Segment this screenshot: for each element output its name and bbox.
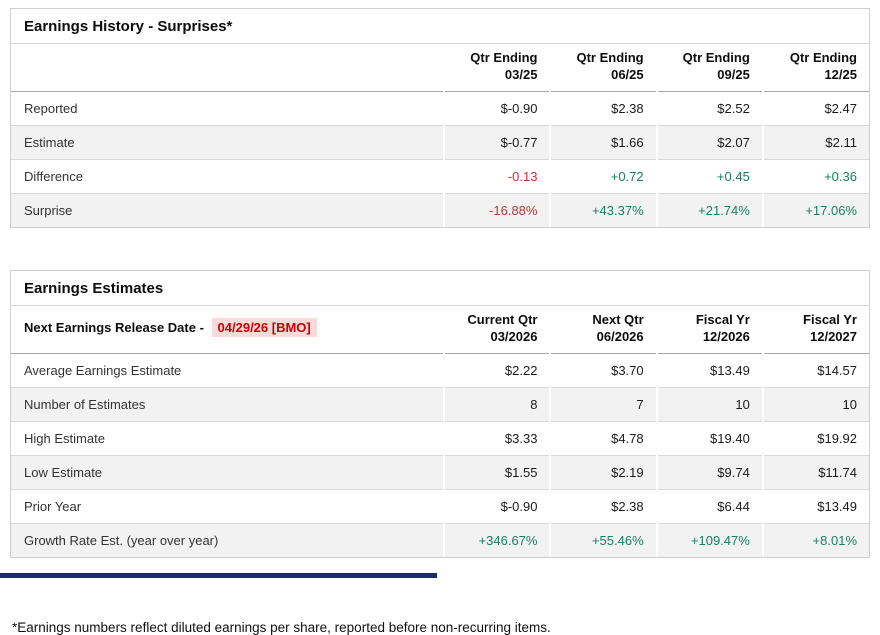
value-cell: $2.47 (761, 91, 869, 126)
release-date-label: Next Earnings Release Date - (24, 320, 204, 336)
table-row-high-estimate: High Estimate $3.33 $4.78 $19.40 $19.92 (11, 420, 869, 456)
column-header-line1: Fiscal Yr (695, 311, 750, 327)
column-header: Next Qtr 06/2026 (549, 305, 657, 354)
earnings-history-section: Earnings History - Surprises* Qtr Ending… (10, 8, 870, 228)
value-cell: $2.38 (549, 91, 657, 126)
table-row-surprise: Surprise -16.88% +43.37% +21.74% +17.06% (11, 192, 869, 227)
value-cell: $-0.90 (443, 91, 551, 126)
column-header-line1: Qtr Ending (682, 50, 750, 65)
value-cell: 10 (655, 386, 763, 422)
value-cell: $19.40 (655, 420, 763, 456)
value-cell: $4.78 (549, 420, 657, 456)
column-header-line1: Qtr Ending (576, 50, 644, 65)
row-label: Average Earnings Estimate (24, 362, 182, 378)
row-label: Estimate (11, 124, 445, 160)
column-header-line1: Qtr Ending (470, 50, 538, 65)
value-cell: +346.67% (443, 522, 551, 557)
value-cell: $-0.77 (443, 124, 551, 160)
value-cell: +21.74% (655, 192, 763, 227)
earnings-history-title: Earnings History - Surprises* (11, 9, 869, 44)
column-header-line2: 03/25 (504, 66, 538, 82)
value-cell: $2.52 (655, 91, 763, 126)
value-cell: +43.37% (549, 192, 657, 227)
column-header: Fiscal Yr 12/2027 (761, 305, 869, 354)
table-row-number-of-estimates: Number of Estimates 8 7 10 10 (11, 386, 869, 422)
value-cell: $2.38 (549, 488, 657, 524)
value-cell: +8.01% (761, 522, 869, 557)
column-header-line1: Next Qtr (592, 311, 644, 327)
value-cell: +55.46% (549, 522, 657, 557)
row-label: Number of Estimates (11, 386, 445, 422)
column-header-line2: 06/2026 (596, 328, 644, 344)
earnings-estimates-header-row: Next Earnings Release Date - 04/29/26 [B… (11, 305, 869, 354)
column-header-line2: 12/2026 (702, 328, 750, 344)
column-header: Qtr Ending 12/25 (761, 44, 869, 92)
column-header: Qtr Ending 03/25 (443, 44, 551, 92)
column-header: Fiscal Yr 12/2026 (655, 305, 763, 354)
value-cell: +0.45 (655, 158, 763, 194)
value-cell: $2.22 (443, 353, 551, 388)
row-label: Growth Rate Est. (year over year) (11, 522, 445, 557)
row-label: Low Estimate (11, 454, 445, 490)
row-label: Difference (11, 158, 445, 194)
value-cell: +109.47% (655, 522, 763, 557)
value-cell: $6.44 (655, 488, 763, 524)
column-header-line1: Fiscal Yr (803, 311, 857, 327)
table-row-difference: Difference -0.13 +0.72 +0.45 +0.36 (11, 158, 869, 194)
value-cell: -0.13 (443, 158, 551, 194)
row-label: Surprise (11, 192, 445, 227)
value-cell: $3.33 (443, 420, 551, 456)
value-cell: $1.66 (549, 124, 657, 160)
column-header-line2: 12/2027 (810, 328, 857, 344)
column-header-line1: Qtr Ending (789, 50, 857, 65)
earnings-history-table: Qtr Ending 03/25 Qtr Ending 06/25 Qtr En… (11, 44, 869, 227)
value-cell: 8 (443, 386, 551, 422)
value-cell: $11.74 (761, 454, 869, 490)
value-cell: $3.70 (549, 353, 657, 388)
value-cell: 10 (761, 386, 869, 422)
table-row-reported: Reported $-0.90 $2.38 $2.52 $2.47 (11, 91, 869, 126)
value-cell: $9.74 (655, 454, 763, 490)
earnings-history-header-row: Qtr Ending 03/25 Qtr Ending 06/25 Qtr En… (11, 44, 869, 92)
table-row-prior-year: Prior Year $-0.90 $2.38 $6.44 $13.49 (11, 488, 869, 524)
column-header-line2: 12/25 (824, 66, 857, 82)
earnings-estimates-title: Earnings Estimates (11, 271, 869, 306)
bottom-partial-bar (0, 573, 437, 578)
value-cell: $13.49 (761, 488, 869, 524)
column-header-line1: Current Qtr (467, 311, 538, 327)
value-cell: $2.07 (655, 124, 763, 160)
value-cell: $1.55 (443, 454, 551, 490)
table-row-average-earnings-estimate: Average Earnings Estimate $2.22 $3.70 $1… (11, 353, 869, 388)
value-cell: $14.57 (761, 353, 869, 388)
header-spacer-cell (11, 44, 445, 92)
release-date-badge: 04/29/26 [BMO] (211, 318, 317, 338)
earnings-estimates-section: Earnings Estimates Next Earnings Release… (10, 269, 870, 558)
row-label: Reported (24, 100, 78, 116)
column-header-line2: 09/25 (717, 66, 750, 82)
value-cell: $2.19 (549, 454, 657, 490)
table-row-estimate: Estimate $-0.77 $1.66 $2.07 $2.11 (11, 124, 869, 160)
column-header: Qtr Ending 06/25 (549, 44, 657, 92)
table-row-growth-rate-est: Growth Rate Est. (year over year) +346.6… (11, 522, 869, 557)
value-cell: +0.72 (549, 158, 657, 194)
column-header: Current Qtr 03/2026 (443, 305, 551, 354)
value-cell: 7 (549, 386, 657, 422)
next-earnings-release-cell: Next Earnings Release Date - 04/29/26 [B… (11, 305, 445, 354)
value-cell: $-0.90 (443, 488, 551, 524)
table-row-low-estimate: Low Estimate $1.55 $2.19 $9.74 $11.74 (11, 454, 869, 490)
column-header: Qtr Ending 09/25 (655, 44, 763, 92)
earnings-footnote: *Earnings numbers reflect diluted earnin… (12, 619, 551, 635)
value-cell: -16.88% (443, 192, 551, 227)
value-cell: $2.11 (761, 124, 869, 160)
row-label: Prior Year (11, 488, 445, 524)
value-cell: +17.06% (761, 192, 869, 227)
value-cell: $13.49 (655, 353, 763, 388)
earnings-estimates-table: Next Earnings Release Date - 04/29/26 [B… (11, 305, 869, 557)
row-label: High Estimate (11, 420, 445, 456)
value-cell: $19.92 (761, 420, 869, 456)
column-header-line2: 03/2026 (490, 328, 538, 344)
value-cell: +0.36 (761, 158, 869, 194)
column-header-line2: 06/25 (611, 66, 644, 82)
